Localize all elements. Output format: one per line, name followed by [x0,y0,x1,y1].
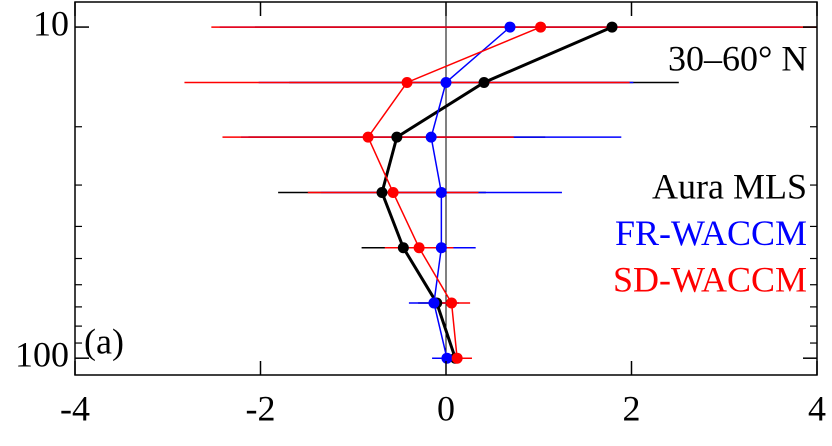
legend-label: FR-WACCM [615,213,807,253]
point [446,297,458,309]
point [441,352,453,364]
x-tick-label: 2 [623,388,641,428]
x-tick-label: -2 [246,388,276,428]
legend-label: SD-WACCM [613,259,807,299]
x-tick-label: 4 [808,388,826,428]
point [435,187,447,199]
legend-label: Aura MLS [652,166,807,206]
point [362,131,374,143]
point [478,76,490,88]
y-tick-label: 100 [15,334,69,374]
point [401,76,413,88]
point [451,352,463,364]
point [428,297,440,309]
x-tick-label: 0 [437,388,455,428]
y-tick-label: 10 [33,3,69,43]
region-label: 30–60° N [668,38,807,78]
point [504,21,516,33]
point [425,131,437,143]
point [391,131,403,143]
panel-label: (a) [84,321,124,361]
point [376,187,388,199]
point [440,76,452,88]
point [413,242,425,254]
plot-area [184,2,817,375]
point [606,21,618,33]
point [387,187,399,199]
point [535,21,547,33]
point [435,242,447,254]
point [397,242,409,254]
x-tick-label: -4 [60,388,90,428]
